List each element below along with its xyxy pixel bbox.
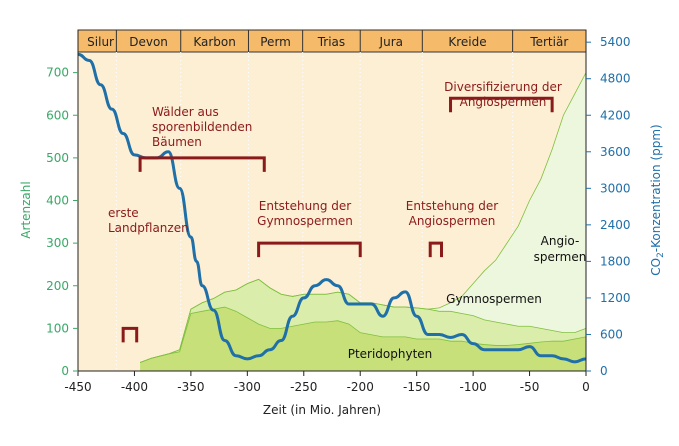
co2-line <box>77 52 587 364</box>
annotation-text: Gymnospermen <box>257 214 353 228</box>
annotation-text: Angiospermen <box>409 214 496 228</box>
annotation-text: erste <box>108 206 139 220</box>
area-0 <box>140 307 587 371</box>
y-left-tick-label: 400 <box>46 194 69 208</box>
x-tick-label: -100 <box>459 380 486 394</box>
period-label: Karbon <box>193 35 236 49</box>
y-left-tick-label: 700 <box>46 66 69 80</box>
period-label: Silur <box>87 35 114 49</box>
y-right-tick-label: 4800 <box>600 72 631 86</box>
y-right-tick-label: 0 <box>600 364 608 378</box>
x-tick-label: -450 <box>64 380 91 394</box>
y-left-tick-label: 300 <box>46 236 69 250</box>
period-label: Devon <box>129 35 168 49</box>
period-label: Tertiär <box>529 35 568 49</box>
y-right-tick-label: 600 <box>600 327 623 341</box>
y-left-tick-label: 500 <box>46 151 69 165</box>
y-left-axis-label: Artenzahl <box>19 181 33 238</box>
x-axis-label: Zeit (in Mio. Jahren) <box>263 403 381 417</box>
y-left-tick-label: 0 <box>61 364 69 378</box>
x-tick-label: -300 <box>234 380 261 394</box>
y-left-tick-label: 100 <box>46 321 69 335</box>
annotation-text: Landpflanzen <box>108 221 189 235</box>
annotation-text: Bäumen <box>152 135 202 149</box>
x-tick-label: -400 <box>121 380 148 394</box>
annotation-text: Angiospermen <box>460 95 547 109</box>
y-left-tick-label: 200 <box>46 279 69 293</box>
x-tick-label: -250 <box>290 380 317 394</box>
period-label: Trias <box>317 35 345 49</box>
annotation-text: Entstehung der <box>406 199 498 213</box>
y-right-label-sub: 2 <box>656 252 666 258</box>
annotation-text: sporenbildenden <box>152 120 252 134</box>
annotation-bracket <box>257 241 362 258</box>
x-tick-label: -350 <box>177 380 204 394</box>
y-right-tick-label: 1800 <box>600 254 631 268</box>
y-right-tick-label: 3000 <box>600 181 631 195</box>
y-left-tick-label: 600 <box>46 108 69 122</box>
area-label: Gymnospermen <box>446 292 542 306</box>
area-label: Pteridophyten <box>348 347 433 361</box>
y-right-tick-label: 1200 <box>600 291 631 305</box>
y-right-tick-label: 2400 <box>600 218 631 232</box>
y-right-tick-label: 3600 <box>600 145 631 159</box>
annotation-bracket <box>428 241 444 258</box>
annotation-text: Diversifizierung der <box>444 80 562 94</box>
area-outline-0 <box>139 306 587 363</box>
y-right-label-main: CO <box>649 258 663 276</box>
y-right-tick-label: 5400 <box>600 35 631 49</box>
period-label: Kreide <box>448 35 486 49</box>
annotation-bracket <box>449 96 554 113</box>
x-tick-label: -150 <box>403 380 430 394</box>
x-tick-label: 0 <box>582 380 590 394</box>
area-label: Angio- <box>541 234 580 248</box>
y-right-axis-label: CO2-Konzentration (ppm) <box>649 124 666 275</box>
y-right-label-rest: -Konzentration (ppm) <box>649 124 663 252</box>
annotation-text: Wälder aus <box>152 105 219 119</box>
period-label: Perm <box>260 35 291 49</box>
annotation-text: Entstehung der <box>259 199 351 213</box>
y-right-tick-label: 4200 <box>600 108 631 122</box>
area-label: spermen <box>534 250 587 264</box>
annotation-bracket <box>121 326 139 343</box>
annotation-bracket <box>138 156 266 172</box>
period-label: Jura <box>379 35 403 49</box>
x-tick-label: -50 <box>520 380 540 394</box>
x-tick-label: -200 <box>347 380 374 394</box>
